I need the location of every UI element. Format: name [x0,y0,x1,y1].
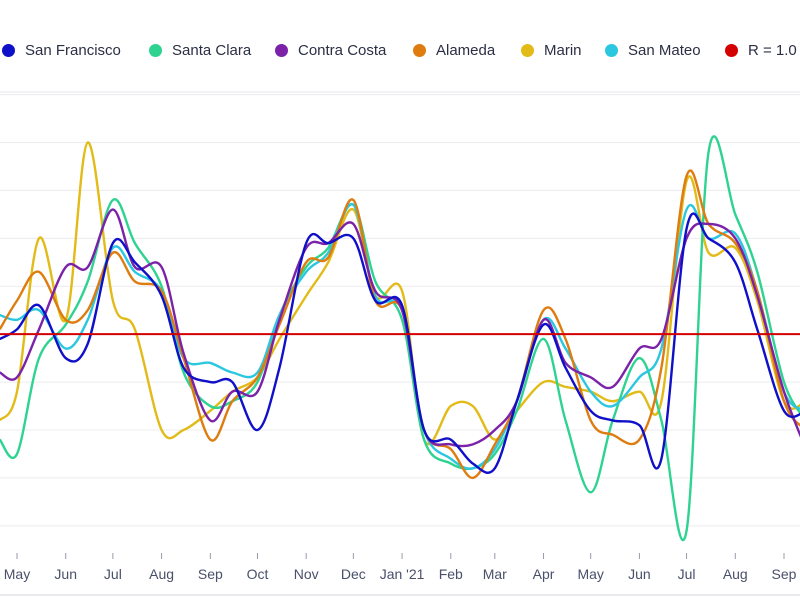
legend-item-marin[interactable]: Marin [521,38,582,62]
series-line-alameda [0,169,800,480]
x-tick-label: Nov [294,566,319,582]
legend-label: San Francisco [25,41,121,59]
x-tick-label: Mar [483,566,507,582]
legend-label: Alameda [436,41,496,59]
x-tick-label: Jan '21 [380,566,425,582]
x-tick-label: Jul [678,566,696,582]
x-tick-label: Jul [104,566,122,582]
chart-legend: San Francisco Santa Clara Contra Costa A… [0,38,800,62]
legend-item-san-mateo[interactable]: San Mateo [605,38,701,62]
legend-label: R = 1.0 [748,41,797,59]
x-tick-label: Sep [772,566,797,582]
legend-dot-icon [725,43,738,57]
x-tick-label: Oct [247,566,269,582]
legend-label: Marin [544,41,582,59]
x-tick-label: Jun [54,566,77,582]
x-tick-label: Jun [628,566,651,582]
x-tick-label: Apr [533,566,555,582]
x-tick-label: May [577,566,603,582]
legend-label: Contra Costa [298,41,387,59]
series-lines [0,135,800,542]
legend-dot-icon [521,43,534,57]
x-tick-label: Dec [341,566,366,582]
series-line-san-francisco [0,212,800,474]
x-tick-label: Aug [723,566,748,582]
legend-item-san-francisco[interactable]: San Francisco [2,38,121,62]
x-tick-label: Aug [149,566,174,582]
legend-dot-icon [275,43,288,57]
legend-item-alameda[interactable]: Alameda [413,38,495,62]
series-line-san-mateo [0,202,800,470]
x-tick-label: Feb [439,566,463,582]
legend-dot-icon [2,43,15,57]
x-axis: May Jun Jul Aug Sep Oct Nov Dec Jan '21 Feb Mar Apr… [0,553,800,596]
legend-dot-icon [605,43,618,57]
x-tick-label: May [4,566,30,582]
legend-label: San Mateo [628,41,701,59]
legend-item-contra-costa[interactable]: Contra Costa [275,38,386,62]
series-line-contra-costa [0,208,800,448]
series-line-santa-clara [0,135,800,542]
legend-dot-icon [413,43,426,57]
gridlines [0,91,800,527]
legend-item-r-reference[interactable]: R = 1.0 [725,38,797,62]
series-line-marin [0,141,800,445]
legend-item-santa-clara[interactable]: Santa Clara [149,38,251,62]
x-tick-label: Sep [198,566,223,582]
legend-dot-icon [149,43,162,57]
legend-label: Santa Clara [172,41,252,59]
